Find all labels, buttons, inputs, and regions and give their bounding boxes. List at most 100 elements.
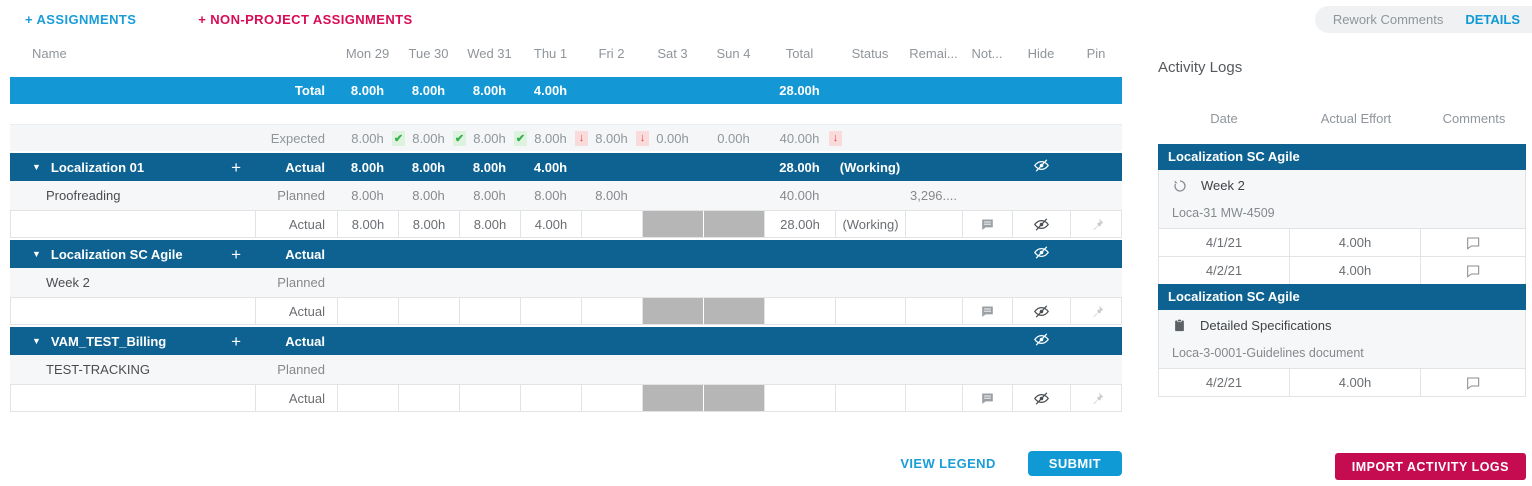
- task-name: Week 2: [46, 275, 90, 290]
- expected-row-label: Expected: [270, 130, 325, 146]
- hours-input[interactable]: 8.00h: [338, 211, 399, 237]
- weekend-cell: [643, 298, 704, 324]
- hours-input[interactable]: 8.00h: [460, 211, 521, 237]
- col-remaining: Remai...: [909, 45, 958, 61]
- col-sun: Sun 4: [716, 45, 751, 61]
- add-assignments-button[interactable]: + ASSIGNMENTS: [25, 12, 137, 27]
- total-row: Total 8.00h 8.00h 8.00h 4.00h 28.00h: [10, 77, 1122, 104]
- col-hide: Hide: [1027, 45, 1055, 61]
- col-name: Name: [32, 45, 67, 61]
- hours-input[interactable]: [521, 385, 582, 411]
- hide-eye-icon[interactable]: [1033, 303, 1050, 320]
- col-sat: Sat 3: [657, 45, 688, 61]
- details-tab[interactable]: DETAILS: [1465, 12, 1520, 27]
- hours-input[interactable]: [582, 211, 643, 237]
- total-row-label: Total: [294, 83, 325, 98]
- rework-comments-tab[interactable]: Rework Comments: [1332, 12, 1444, 27]
- pin-icon[interactable]: [1090, 391, 1105, 406]
- col-thu: Thu 1: [533, 45, 568, 61]
- toolbar: + ASSIGNMENTS + NON-PROJECT ASSIGNMENTS: [25, 12, 1122, 27]
- task-status: (Working): [836, 211, 906, 237]
- hide-eye-icon[interactable]: [1033, 244, 1050, 261]
- hours-input[interactable]: [338, 385, 399, 411]
- logs-col-comments: Comments: [1442, 111, 1506, 126]
- pin-icon[interactable]: [1090, 217, 1105, 232]
- hours-input[interactable]: [460, 385, 521, 411]
- col-mon: Mon 29: [345, 45, 390, 61]
- row-type-label: Planned: [277, 275, 325, 290]
- col-total: Total: [785, 45, 814, 61]
- project-header-row: ▼ Localization 01 + Actual 8.00h 8.00h 8…: [10, 153, 1122, 181]
- add-task-icon[interactable]: +: [231, 157, 241, 177]
- row-type-label: Actual: [285, 333, 325, 349]
- hours-input[interactable]: [460, 298, 521, 324]
- hide-eye-icon[interactable]: [1033, 216, 1050, 233]
- col-tue: Tue 30: [408, 45, 449, 61]
- log-item-code: Loca-31 MW-4509: [1159, 201, 1525, 228]
- hide-eye-icon[interactable]: [1033, 390, 1050, 407]
- logs-col-effort: Actual Effort: [1320, 111, 1392, 126]
- expected-row: Expected 8.00h ✔ 8.00h ✔ 8.00h ✔ 8.00h ↓ 8.0…: [10, 124, 1122, 151]
- total-week: 28.00h: [779, 83, 820, 98]
- hours-input[interactable]: 8.00h: [399, 211, 460, 237]
- row-type-label: Actual: [256, 298, 338, 324]
- notes-icon[interactable]: [980, 217, 995, 232]
- add-task-icon[interactable]: +: [231, 244, 241, 264]
- collapse-icon[interactable]: ▼: [32, 249, 41, 259]
- add-task-icon[interactable]: +: [231, 331, 241, 351]
- comment-icon[interactable]: [1465, 263, 1481, 279]
- submit-button[interactable]: SUBMIT: [1027, 451, 1122, 476]
- log-date: 4/2/21: [1159, 369, 1290, 396]
- comment-icon[interactable]: [1465, 375, 1481, 391]
- activity-logs-header: Date Actual Effort Comments: [1158, 111, 1526, 126]
- notes-icon[interactable]: [980, 304, 995, 319]
- log-item-name: Week 2: [1201, 178, 1245, 193]
- timesheet-pane: + ASSIGNMENTS + NON-PROJECT ASSIGNMENTS …: [10, 0, 1122, 476]
- notes-icon[interactable]: [980, 391, 995, 406]
- log-group-project: Localization SC Agile: [1158, 284, 1526, 310]
- row-type-label: Planned: [277, 362, 325, 377]
- task-actual-row: Actual 8.00h 8.00h 8.00h 4.00h 28.00h (W…: [10, 210, 1122, 238]
- project-status: (Working): [839, 159, 901, 175]
- log-date: 4/2/21: [1159, 257, 1290, 284]
- hours-input[interactable]: [399, 385, 460, 411]
- task-planned-row: Proofreading Planned 8.00h 8.00h 8.00h 8…: [10, 181, 1122, 210]
- task-total: 28.00h: [765, 211, 836, 237]
- weekend-cell: [704, 211, 765, 237]
- log-item-name: Detailed Specifications: [1200, 318, 1332, 333]
- task-planned-row: TEST-TRACKING Planned: [10, 355, 1122, 384]
- hours-input[interactable]: 4.00h: [521, 211, 582, 237]
- hours-input[interactable]: [338, 298, 399, 324]
- weekend-cell: [643, 211, 704, 237]
- row-type-label: Planned: [277, 188, 325, 203]
- hide-eye-icon[interactable]: [1033, 157, 1050, 174]
- collapse-icon[interactable]: ▼: [32, 162, 41, 172]
- weekend-cell: [704, 385, 765, 411]
- project-name: Localization SC Agile: [50, 246, 183, 262]
- add-non-project-assignments-button[interactable]: + NON-PROJECT ASSIGNMENTS: [198, 12, 413, 27]
- hours-input[interactable]: [521, 298, 582, 324]
- project-name: Localization 01: [50, 159, 145, 175]
- hide-eye-icon[interactable]: [1033, 331, 1050, 348]
- total-wed: 8.00h: [472, 83, 507, 98]
- task-planned-row: Week 2 Planned: [10, 268, 1122, 297]
- log-group-project: Localization SC Agile: [1158, 144, 1526, 170]
- log-effort: 4.00h: [1290, 369, 1421, 396]
- col-pin: Pin: [1086, 45, 1106, 61]
- col-wed: Wed 31: [467, 45, 512, 61]
- collapse-icon[interactable]: ▼: [32, 336, 41, 346]
- pin-icon[interactable]: [1090, 304, 1105, 319]
- hours-input[interactable]: [582, 298, 643, 324]
- comment-icon[interactable]: [1465, 235, 1481, 251]
- task-name: TEST-TRACKING: [46, 362, 151, 377]
- activity-logs-title: Activity Logs: [1158, 59, 1243, 76]
- details-tab-bar: Rework Comments DETAILS: [1314, 6, 1532, 33]
- log-entry-row: 4/1/21 4.00h: [1159, 228, 1525, 256]
- view-legend-button[interactable]: VIEW LEGEND: [900, 456, 996, 471]
- weekend-cell: [643, 385, 704, 411]
- log-date: 4/1/21: [1159, 229, 1290, 256]
- hours-input[interactable]: [399, 298, 460, 324]
- hours-input[interactable]: [582, 385, 643, 411]
- import-activity-logs-button[interactable]: IMPORT ACTIVITY LOGS: [1334, 453, 1526, 480]
- down-arrow-icon: ↓: [829, 130, 842, 146]
